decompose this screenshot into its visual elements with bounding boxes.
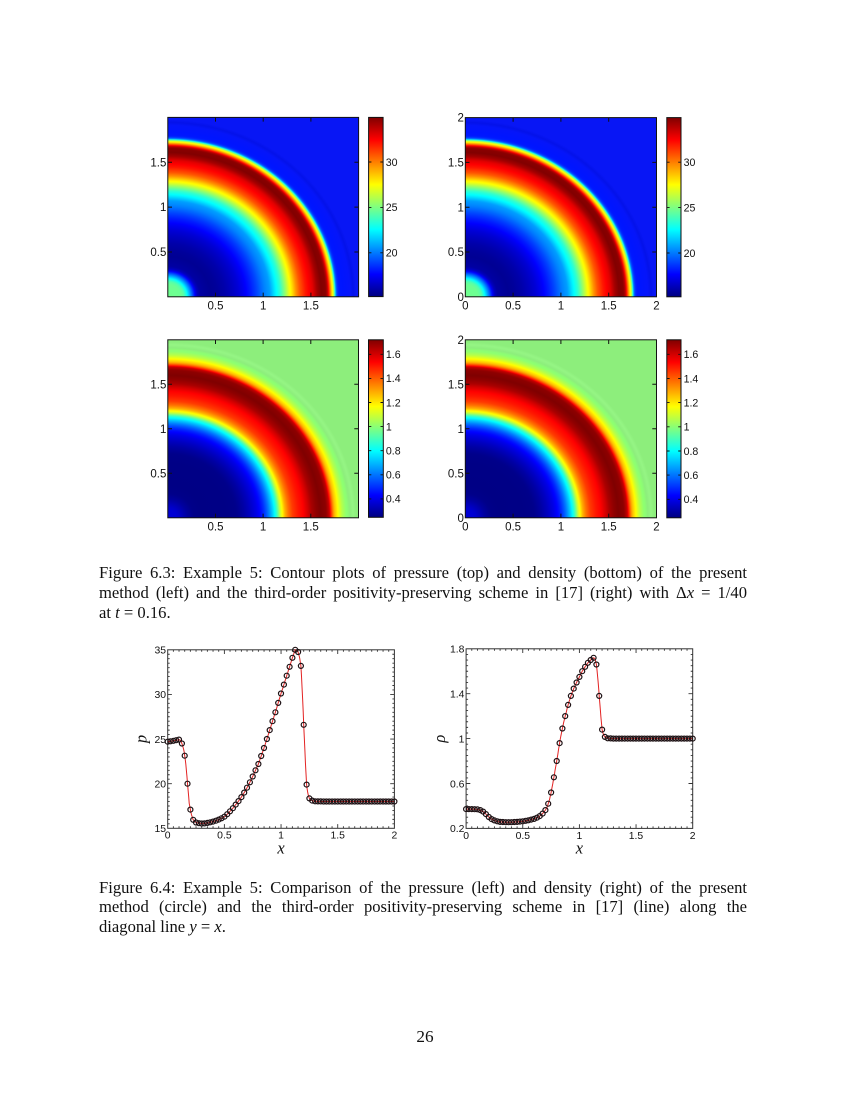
svg-text:1: 1 xyxy=(459,734,465,745)
svg-text:1: 1 xyxy=(684,422,690,434)
svg-text:1.4: 1.4 xyxy=(684,373,699,385)
svg-text:2: 2 xyxy=(457,113,463,125)
svg-text:0.5: 0.5 xyxy=(448,468,464,480)
svg-text:0.5: 0.5 xyxy=(448,247,464,259)
svg-text:0.6: 0.6 xyxy=(450,779,465,790)
svg-text:1: 1 xyxy=(558,300,564,312)
svg-text:1: 1 xyxy=(457,424,463,436)
svg-text:25: 25 xyxy=(684,202,696,214)
svg-text:1.5: 1.5 xyxy=(150,379,166,391)
svg-text:0.2: 0.2 xyxy=(450,824,465,835)
svg-text:1: 1 xyxy=(160,424,166,436)
svg-text:0.5: 0.5 xyxy=(217,831,232,842)
svg-text:0.4: 0.4 xyxy=(386,494,401,506)
svg-text:25: 25 xyxy=(154,735,166,746)
svg-text:20: 20 xyxy=(386,248,398,260)
svg-text:x: x xyxy=(276,838,285,857)
svg-text:0.5: 0.5 xyxy=(150,468,166,480)
svg-text:0: 0 xyxy=(165,831,171,842)
svg-text:2: 2 xyxy=(457,335,463,347)
svg-text:0.5: 0.5 xyxy=(208,521,224,533)
svg-text:0.5: 0.5 xyxy=(505,300,521,312)
svg-text:0.6: 0.6 xyxy=(684,470,699,482)
svg-text:1.5: 1.5 xyxy=(629,831,644,842)
svg-text:1.4: 1.4 xyxy=(450,690,465,701)
svg-text:1.2: 1.2 xyxy=(386,397,401,409)
svg-text:1.5: 1.5 xyxy=(448,379,464,391)
svg-text:1: 1 xyxy=(260,300,266,312)
svg-text:0.5: 0.5 xyxy=(150,247,166,259)
svg-text:1.6: 1.6 xyxy=(684,349,699,361)
svg-text:x: x xyxy=(575,838,584,857)
svg-text:1.5: 1.5 xyxy=(601,300,617,312)
svg-text:0: 0 xyxy=(457,292,463,304)
svg-text:0: 0 xyxy=(457,513,463,525)
svg-text:30: 30 xyxy=(154,690,166,701)
svg-text:1.8: 1.8 xyxy=(450,645,465,656)
svg-text:1.5: 1.5 xyxy=(303,521,319,533)
svg-text:2: 2 xyxy=(392,831,398,842)
svg-text:1.5: 1.5 xyxy=(601,521,617,533)
svg-text:2: 2 xyxy=(653,521,659,533)
svg-text:35: 35 xyxy=(154,646,166,657)
svg-text:1.5: 1.5 xyxy=(303,300,319,312)
svg-text:ρ: ρ xyxy=(430,735,449,744)
svg-text:1.5: 1.5 xyxy=(150,157,166,169)
svg-text:1.6: 1.6 xyxy=(386,349,401,361)
svg-text:0: 0 xyxy=(462,300,468,312)
svg-text:2: 2 xyxy=(653,300,659,312)
svg-text:20: 20 xyxy=(684,248,696,260)
svg-text:0.8: 0.8 xyxy=(386,446,401,458)
svg-text:2: 2 xyxy=(690,831,696,842)
svg-text:0.5: 0.5 xyxy=(505,521,521,533)
svg-text:0.5: 0.5 xyxy=(208,300,224,312)
svg-text:0: 0 xyxy=(463,831,469,842)
svg-text:0: 0 xyxy=(462,521,468,533)
svg-text:1.4: 1.4 xyxy=(386,373,401,385)
svg-text:1.5: 1.5 xyxy=(448,158,464,170)
svg-text:1: 1 xyxy=(278,831,284,842)
svg-text:p: p xyxy=(132,735,151,744)
svg-text:0.5: 0.5 xyxy=(516,831,531,842)
svg-text:1: 1 xyxy=(160,202,166,214)
svg-text:1: 1 xyxy=(457,202,463,214)
svg-text:1: 1 xyxy=(386,421,392,433)
svg-text:1.5: 1.5 xyxy=(330,831,345,842)
svg-text:25: 25 xyxy=(386,202,398,214)
svg-text:1: 1 xyxy=(577,831,583,842)
svg-text:0.6: 0.6 xyxy=(386,470,401,482)
svg-text:30: 30 xyxy=(684,157,696,169)
svg-text:1: 1 xyxy=(558,521,564,533)
svg-text:0.4: 0.4 xyxy=(684,494,699,506)
svg-text:30: 30 xyxy=(386,157,398,169)
svg-text:20: 20 xyxy=(154,780,166,791)
svg-text:1: 1 xyxy=(260,521,266,533)
svg-text:15: 15 xyxy=(154,824,166,835)
svg-text:0.8: 0.8 xyxy=(684,446,699,458)
svg-text:1.2: 1.2 xyxy=(684,397,699,409)
